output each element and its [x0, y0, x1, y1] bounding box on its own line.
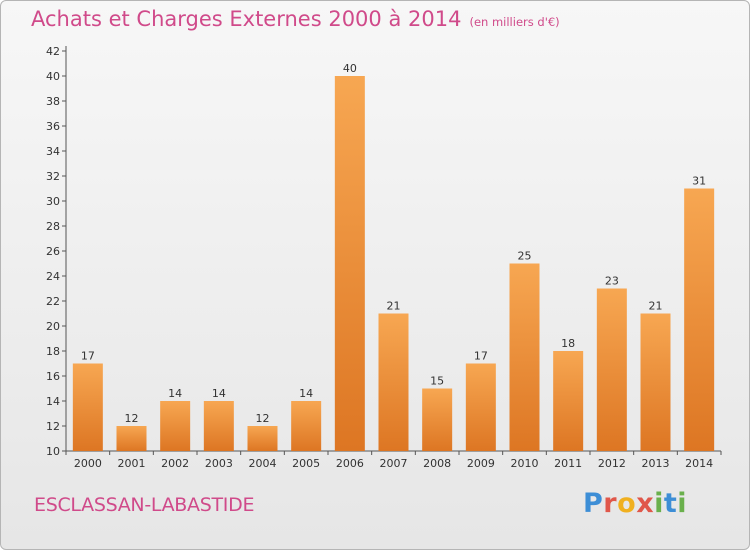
bar-value-label: 21 — [387, 300, 401, 313]
bar-value-label: 25 — [518, 250, 532, 263]
x-tick-label: 2005 — [292, 457, 320, 470]
x-tick-label: 2009 — [467, 457, 495, 470]
logo-letter: i — [677, 488, 688, 519]
bar — [684, 188, 715, 451]
y-tick-label: 14 — [46, 395, 60, 408]
x-tick-label: 2014 — [685, 457, 713, 470]
bar — [553, 351, 584, 451]
bar-value-label: 14 — [168, 387, 182, 400]
bar-value-label: 17 — [474, 350, 488, 363]
proxiti-logo[interactable]: Proxiti — [583, 488, 687, 519]
y-tick-label: 24 — [46, 270, 60, 283]
x-tick-label: 2008 — [423, 457, 451, 470]
bar — [116, 426, 147, 451]
y-tick-label: 40 — [46, 70, 60, 83]
x-tick-label: 2003 — [205, 457, 233, 470]
bar-value-label: 12 — [256, 412, 270, 425]
y-tick-label: 16 — [46, 370, 60, 383]
bar-value-label: 31 — [692, 175, 706, 188]
bar — [596, 288, 627, 451]
x-tick-label: 2006 — [336, 457, 364, 470]
x-tick-label: 2011 — [554, 457, 582, 470]
y-tick-label: 38 — [46, 95, 60, 108]
bar — [509, 263, 540, 451]
y-tick-label: 28 — [46, 220, 60, 233]
chart-title-main: Achats et Charges Externes 2000 à 2014 — [31, 7, 462, 31]
y-tick-label: 32 — [46, 170, 60, 183]
y-tick-label: 26 — [46, 245, 60, 258]
y-tick-label: 20 — [46, 320, 60, 333]
y-tick-label: 22 — [46, 295, 60, 308]
bar-value-label: 21 — [649, 300, 663, 313]
bar — [640, 313, 671, 451]
logo-letter: P — [583, 488, 604, 519]
bar-value-label: 17 — [81, 350, 95, 363]
x-tick-label: 2013 — [642, 457, 670, 470]
bar — [378, 313, 409, 451]
bar — [334, 76, 365, 451]
x-tick-label: 2001 — [118, 457, 146, 470]
bar — [465, 363, 496, 451]
logo-letter: r — [603, 488, 618, 519]
bar-value-label: 14 — [212, 387, 226, 400]
bar-value-label: 12 — [125, 412, 139, 425]
x-tick-label: 2002 — [161, 457, 189, 470]
x-tick-label: 2007 — [380, 457, 408, 470]
x-tick-label: 2000 — [74, 457, 102, 470]
logo-letter: o — [617, 488, 637, 519]
x-tick-label: 2012 — [598, 457, 626, 470]
bar-value-label: 23 — [605, 275, 619, 288]
chart-title: Achats et Charges Externes 2000 à 2014 (e… — [31, 7, 560, 31]
logo-letter: t — [663, 488, 678, 519]
y-tick-label: 18 — [46, 345, 60, 358]
chart-title-unit: (en milliers d'€) — [469, 15, 560, 29]
y-tick-label: 12 — [46, 420, 60, 433]
y-tick-label: 34 — [46, 145, 60, 158]
y-tick-label: 42 — [46, 45, 60, 58]
bar-value-label: 18 — [561, 337, 575, 350]
y-tick-label: 30 — [46, 195, 60, 208]
x-tick-label: 2010 — [511, 457, 539, 470]
y-tick-label: 36 — [46, 120, 60, 133]
bar-value-label: 14 — [299, 387, 313, 400]
bar — [247, 426, 278, 451]
logo-letter: x — [636, 488, 655, 519]
bar — [203, 401, 234, 451]
x-tick-label: 2004 — [249, 457, 277, 470]
commune-name: ESCLASSAN-LABASTIDE — [34, 494, 255, 516]
bar — [72, 363, 103, 451]
bar — [160, 401, 191, 451]
y-tick-label: 10 — [46, 445, 60, 458]
bar-value-label: 40 — [343, 62, 357, 75]
bar — [422, 388, 453, 451]
bar — [291, 401, 322, 451]
bar-value-label: 15 — [430, 375, 444, 388]
logo-letter: i — [654, 488, 664, 519]
